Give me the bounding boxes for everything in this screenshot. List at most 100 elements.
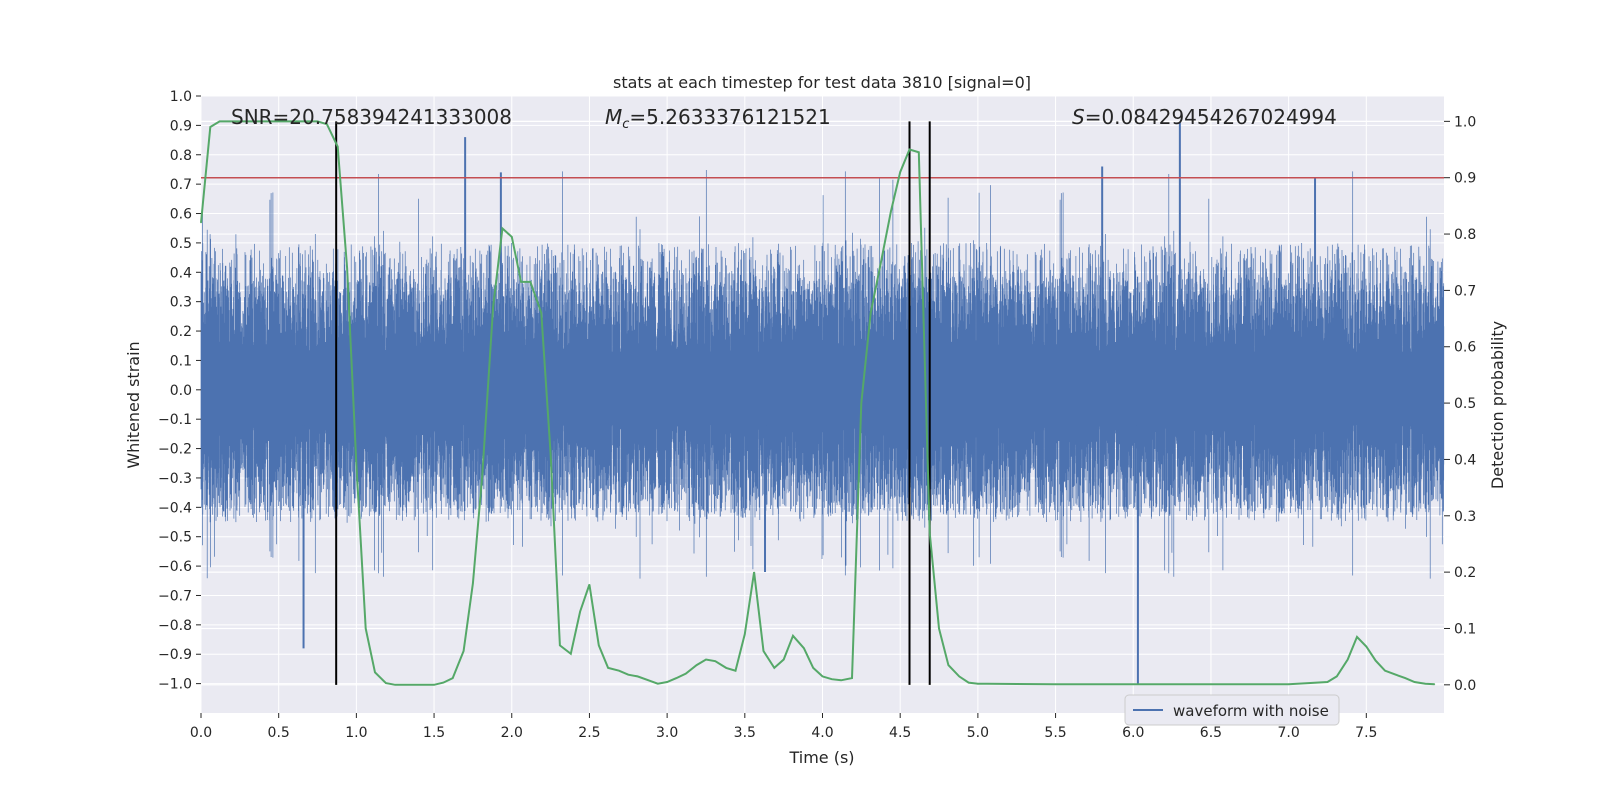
probability-point: [452, 677, 454, 679]
probability-point: [598, 644, 600, 646]
probability-point: [851, 677, 853, 679]
probability-point: [840, 679, 842, 681]
mc-value: =5.2633376121521: [629, 105, 830, 129]
x-tick-label: 7.0: [1277, 725, 1299, 741]
probability-point: [1375, 660, 1377, 662]
waveform-core: [201, 351, 1444, 426]
probability-point: [822, 675, 823, 677]
probability-point: [317, 120, 319, 122]
mc-symbol: M: [605, 105, 622, 129]
probability-point: [374, 671, 376, 673]
y2-tick-label: 0.3: [1454, 509, 1476, 525]
probability-point: [559, 644, 561, 646]
mc-annotation: Mc=5.2633376121521: [605, 105, 831, 132]
y-tick-label: −1.0: [158, 677, 192, 693]
s-symbol: S: [1072, 105, 1085, 129]
probability-point: [346, 267, 348, 269]
probability-point: [705, 658, 707, 660]
x-tick-label: 0.0: [190, 725, 212, 741]
probability-point: [1384, 670, 1386, 672]
probability-point: [433, 684, 435, 686]
y-tick-label: −0.9: [158, 647, 192, 663]
y-tick-label: 0.5: [170, 236, 192, 252]
probability-point: [355, 464, 357, 466]
probability-point: [1132, 683, 1134, 685]
y2-tick-label: 0.5: [1454, 396, 1476, 412]
y2-axis-label: Detection probability: [1488, 321, 1507, 489]
probability-point: [899, 171, 901, 173]
probability-point: [986, 683, 988, 685]
y-tick-label: 0.8: [170, 148, 192, 164]
probability-point: [870, 312, 872, 314]
y-tick-label: −0.7: [158, 588, 192, 604]
y-tick-label: −0.4: [158, 500, 192, 516]
probability-point: [1404, 677, 1406, 679]
probability-point: [831, 678, 833, 680]
y2-tick-label: 0.0: [1454, 678, 1476, 694]
probability-point: [1347, 658, 1349, 660]
x-tick-label: 5.5: [1044, 725, 1066, 741]
probability-point: [1424, 683, 1426, 685]
x-tick-label: 5.0: [967, 725, 989, 741]
y-tick-label: 0.3: [170, 295, 192, 311]
y2-tick-label: 0.8: [1454, 227, 1476, 243]
probability-point: [977, 683, 979, 685]
x-tick-label: 3.5: [734, 725, 756, 741]
probability-point: [812, 667, 814, 669]
probability-point: [803, 647, 805, 649]
probability-point: [675, 677, 677, 679]
probability-point: [958, 675, 960, 677]
probability-point: [607, 667, 609, 669]
y-tick-label: 0.9: [170, 118, 192, 134]
probability-point: [200, 222, 202, 224]
probability-point: [909, 149, 911, 151]
probability-point: [529, 281, 531, 283]
probability-point: [725, 667, 727, 669]
x-tick-label: 7.5: [1355, 725, 1377, 741]
legend-box: [1124, 694, 1340, 726]
overlay: [200, 120, 1444, 686]
y2-tick-label: 0.2: [1454, 565, 1476, 581]
waveform-series: [200, 122, 1445, 684]
probability-point: [783, 658, 785, 660]
probability-point: [472, 582, 474, 584]
probability-point: [501, 227, 503, 229]
y2-tick-label: 0.4: [1454, 452, 1476, 468]
probability-point: [588, 584, 590, 586]
probability-point: [579, 611, 581, 613]
x-tick-label: 2.0: [501, 725, 523, 741]
y-tick-label: 0.1: [170, 353, 192, 369]
y2-tick-label: 0.9: [1454, 171, 1476, 187]
probability-point: [890, 211, 892, 213]
y-tick-label: 0.4: [170, 265, 192, 281]
legend-label: waveform with noise: [1173, 702, 1329, 720]
probability-point: [918, 151, 920, 153]
probability-point: [442, 682, 444, 684]
probability-point: [394, 684, 396, 686]
y-tick-label: 0.0: [170, 383, 192, 399]
x-tick-label: 0.5: [268, 725, 290, 741]
probability-point: [219, 120, 221, 122]
x-tick-label: 4.0: [811, 725, 833, 741]
y2-tick-label: 0.6: [1454, 340, 1476, 356]
y-axis: 1.0 0.9 0.8 0.7 0.6 0.5 0.4 0.3 0.2 0.1 0.0 −0.1 −0.…: [158, 89, 201, 693]
y2-axis: 1.0 0.9 0.8 0.7 0.6 0.5 0.4 0.3 0.2 0.1 0.0: [1444, 114, 1476, 694]
probability-point: [744, 633, 746, 635]
y2-tick-label: 0.7: [1454, 283, 1476, 299]
probability-point: [1356, 636, 1358, 638]
legend: waveform with noise: [1124, 694, 1340, 726]
x-tick-label: 4.5: [889, 725, 911, 741]
probability-point: [627, 674, 629, 676]
probability-point: [540, 312, 542, 314]
probability-point: [1365, 646, 1367, 648]
probability-point: [881, 258, 883, 260]
y-tick-label: 0.2: [170, 324, 192, 340]
probability-point: [550, 453, 552, 455]
chart-title: stats at each timestep for test data 381…: [613, 73, 1031, 92]
probability-point: [492, 306, 494, 308]
y-tick-label: −0.8: [158, 618, 192, 634]
x-axis-label: Time (s): [788, 748, 854, 767]
probability-point: [326, 123, 328, 125]
y-tick-label: −0.1: [158, 412, 192, 428]
